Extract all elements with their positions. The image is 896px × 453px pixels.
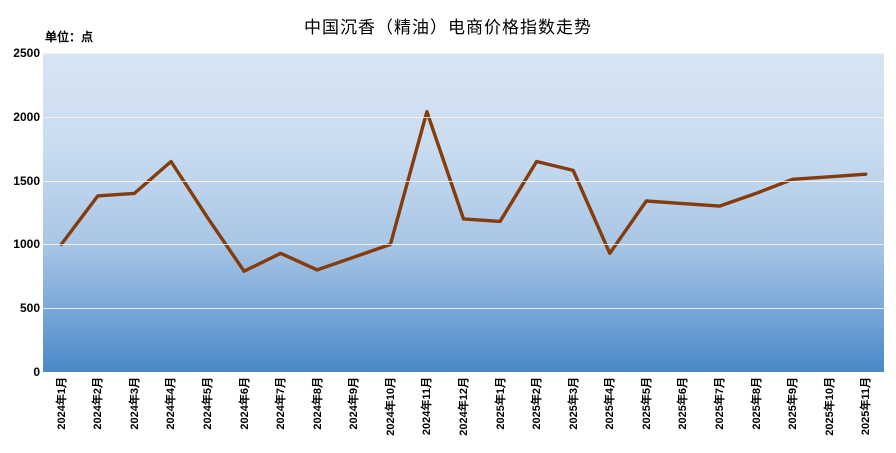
gridline-2500 bbox=[43, 53, 884, 54]
x-tick-text: 2024年2月 bbox=[92, 377, 105, 430]
y-tick-label-2500: 2500 bbox=[13, 46, 40, 60]
y-tick-label-2000: 2000 bbox=[13, 109, 40, 124]
gridline-2000 bbox=[43, 116, 884, 118]
x-tick-text: 2024年9月 bbox=[348, 377, 361, 430]
x-tick-text: 2025年3月 bbox=[567, 377, 580, 430]
y-tick-label-500: 500 bbox=[19, 301, 40, 316]
x-tick-text: 2024年8月 bbox=[311, 377, 324, 430]
x-tick-text: 2024年6月 bbox=[238, 377, 251, 430]
x-tick-text: 2025年4月 bbox=[604, 377, 617, 430]
x-tick-text: 2024年3月 bbox=[128, 377, 141, 430]
x-tick-text: 2025年9月 bbox=[787, 377, 800, 430]
x-tick-text: 2024年5月 bbox=[202, 377, 215, 430]
x-tick-text: 2025年5月 bbox=[640, 377, 653, 430]
x-tick-text: 2024年10月 bbox=[384, 377, 397, 436]
x-tick-text: 2025年2月 bbox=[531, 377, 544, 430]
y-tick-label-0: 0 bbox=[33, 365, 40, 379]
gridline-1000 bbox=[43, 244, 884, 246]
line-chart bbox=[59, 110, 868, 273]
x-tick-text: 2025年7月 bbox=[713, 377, 726, 430]
x-tick-text: 2024年1月 bbox=[55, 377, 68, 430]
x-tick-text: 2024年7月 bbox=[275, 377, 288, 430]
price-index-line bbox=[59, 110, 868, 273]
y-tick-label-1500: 1500 bbox=[13, 173, 40, 188]
x-tick-text: 2024年4月 bbox=[165, 377, 178, 430]
x-tick-text: 2025年1月 bbox=[494, 377, 507, 430]
x-tick-text: 2024年12月 bbox=[458, 377, 470, 436]
x-tick-text: 2025年10月 bbox=[823, 377, 836, 436]
x-tick-text: 2024年11月 bbox=[421, 377, 434, 436]
gridline-1500 bbox=[43, 180, 884, 182]
gridline-500 bbox=[43, 308, 884, 310]
chart-title: 中国沉香（精油）电商价格指数走势 bbox=[304, 18, 592, 37]
x-tick-text: 2025年8月 bbox=[750, 377, 763, 430]
x-tick-text: 2025年11月 bbox=[860, 377, 873, 436]
unit-label: 单位：点 bbox=[45, 30, 94, 44]
plot-area bbox=[43, 53, 884, 372]
x-tick-text: 2025年6月 bbox=[677, 377, 690, 430]
y-tick-label-1000: 1000 bbox=[13, 237, 40, 252]
